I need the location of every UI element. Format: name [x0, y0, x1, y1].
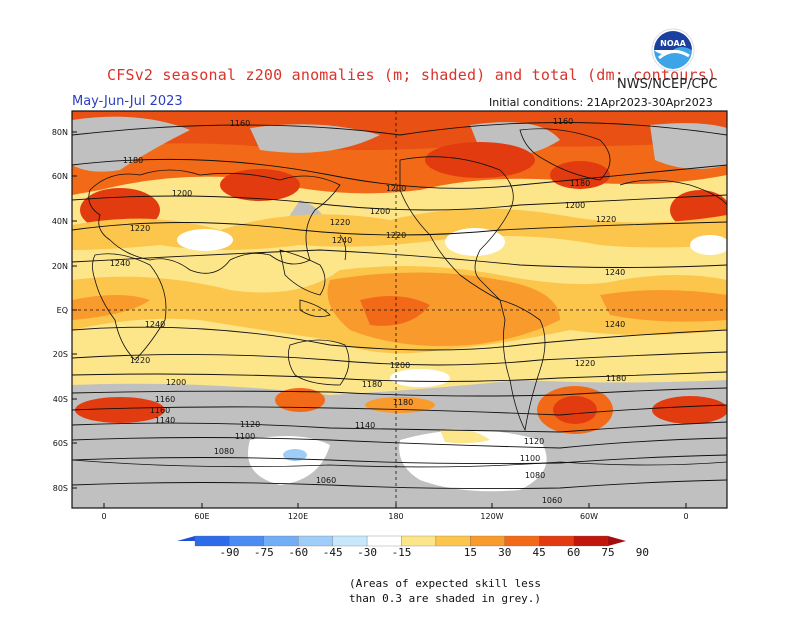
lat-label: EQ — [57, 306, 68, 315]
contour-label: 1220 — [330, 218, 350, 227]
contour-label: 1100 — [235, 432, 255, 441]
contour-label: 1120 — [240, 420, 260, 429]
contour-label: 1200 — [386, 184, 406, 193]
contour-label: 1200 — [166, 378, 186, 387]
contour-label: 1240 — [145, 320, 165, 329]
contour-label: 1160 — [155, 395, 175, 404]
contour-label: 1240 — [605, 268, 625, 277]
contour-label: 1080 — [525, 471, 545, 480]
initial-conditions-label: Initial conditions: 21Apr2023-30Apr2023 — [489, 96, 713, 109]
contour-label: 1200 — [565, 201, 585, 210]
contour-label: 1240 — [110, 259, 130, 268]
contour-label: 1080 — [214, 447, 234, 456]
contour-label: 1220 — [130, 224, 150, 233]
lat-label: 40N — [52, 217, 68, 226]
lon-label: 120W — [480, 512, 503, 521]
contour-label: 1160 — [150, 406, 170, 415]
contour-label: 1060 — [542, 496, 562, 505]
svg-text:NOAA: NOAA — [660, 39, 686, 48]
lat-label: 20N — [52, 262, 68, 271]
lat-label: 80S — [53, 484, 68, 493]
season-label: May-Jun-Jul 2023 — [72, 94, 183, 109]
lon-label: 60E — [194, 512, 209, 521]
lat-label: 40S — [53, 395, 68, 404]
contour-label: 1060 — [316, 476, 336, 485]
contour-label: 1160 — [553, 117, 573, 126]
contour-label: 1120 — [524, 437, 544, 446]
footnote-line-2: than 0.3 are shaded in grey.) — [349, 592, 542, 605]
lat-label: 80N — [52, 128, 68, 137]
contour-label: 1200 — [172, 189, 192, 198]
contour-label: 1220 — [130, 356, 150, 365]
contour-label: 1140 — [155, 416, 175, 425]
skill-footnote: (Areas of expected skill less than 0.3 a… — [349, 576, 541, 606]
lat-label: 60N — [52, 172, 68, 181]
lon-label: 0 — [683, 512, 688, 521]
contour-label: 1180 — [606, 374, 626, 383]
contour-label: 1220 — [575, 359, 595, 368]
contour-label: 1220 — [386, 231, 406, 240]
lon-label: 180 — [388, 512, 403, 521]
lat-label: 60S — [53, 439, 68, 448]
map-title: CFSv2 seasonal z200 anomalies (m; shaded… — [107, 66, 717, 84]
contour-label: 1240 — [605, 320, 625, 329]
agency-label: NWS/NCEP/CPC — [617, 77, 718, 92]
contour-label: 1180 — [362, 380, 382, 389]
contour-label: 1180 — [570, 179, 590, 188]
contour-label: 1180 — [123, 156, 143, 165]
lon-label: 120E — [288, 512, 308, 521]
contour-label: 1200 — [390, 361, 410, 370]
contour-label: 1100 — [520, 454, 540, 463]
lon-label: 60W — [580, 512, 598, 521]
footnote-line-1: (Areas of expected skill less — [349, 577, 542, 590]
lon-label: 0 — [101, 512, 106, 521]
contour-label: 1200 — [370, 207, 390, 216]
lat-label: 20S — [53, 350, 68, 359]
contour-label: 1220 — [596, 215, 616, 224]
contour-label: 1140 — [355, 421, 375, 430]
noaa-logo-icon: NOAA — [651, 28, 695, 72]
contour-label: 1240 — [332, 236, 352, 245]
contour-label: 1180 — [393, 398, 413, 407]
contour-label: 1160 — [230, 119, 250, 128]
